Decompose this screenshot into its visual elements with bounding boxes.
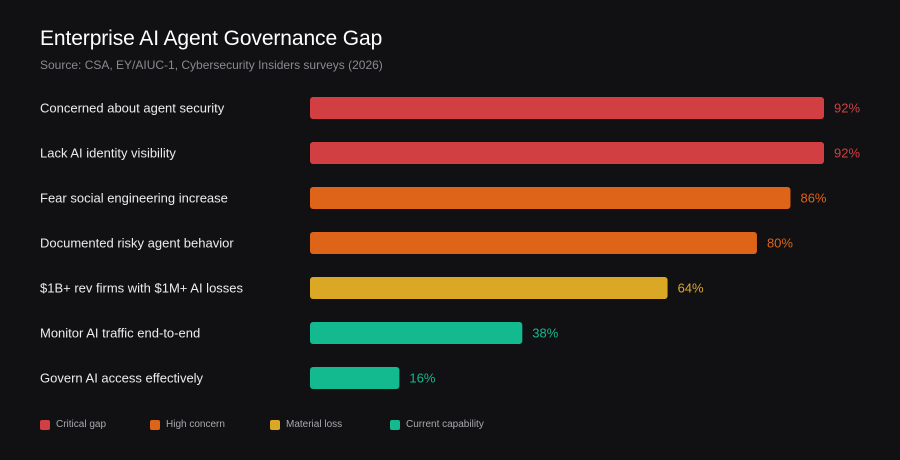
category-label: Lack AI identity visibility [40,146,176,161]
legend-swatch [270,419,280,430]
legend-item: Material loss [270,419,390,430]
legend-label: High concern [166,419,225,430]
category-label: Govern AI access effectively [40,371,204,386]
category-label: Monitor AI traffic end-to-end [40,326,200,341]
bar [310,322,523,344]
value-label: 16% [409,371,435,386]
bar [310,142,825,164]
chart-legend: Critical gap High concern Material loss Cur… [40,419,530,430]
legend-item: Critical gap [40,419,150,430]
bar [310,277,668,299]
value-label: 92% [834,101,860,116]
chart-source: Source: CSA, EY/AIUC-1, Cybersecurity In… [40,58,383,72]
value-label: 38% [532,326,558,341]
legend-label: Current capability [406,419,484,430]
legend-item: Current capability [390,419,530,430]
category-label: Documented risky agent behavior [40,236,234,251]
legend-swatch [40,419,50,430]
bar [310,187,791,209]
value-label: 64% [678,281,704,296]
legend-swatch [150,419,160,430]
value-label: 92% [834,146,860,161]
chart-title: Enterprise AI Agent Governance Gap [40,27,383,50]
category-label: Concerned about agent security [40,101,225,116]
category-label: Fear social engineering increase [40,191,228,206]
legend-label: Critical gap [56,419,107,430]
legend-label: Material loss [286,419,343,430]
legend-swatch [390,419,400,430]
legend-item: High concern [150,419,270,430]
bar [310,97,825,119]
bar [310,232,757,254]
category-label: $1B+ rev firms with $1M+ AI losses [40,281,244,296]
bar [310,367,400,389]
value-label: 86% [800,191,826,206]
value-label: 80% [767,236,793,251]
